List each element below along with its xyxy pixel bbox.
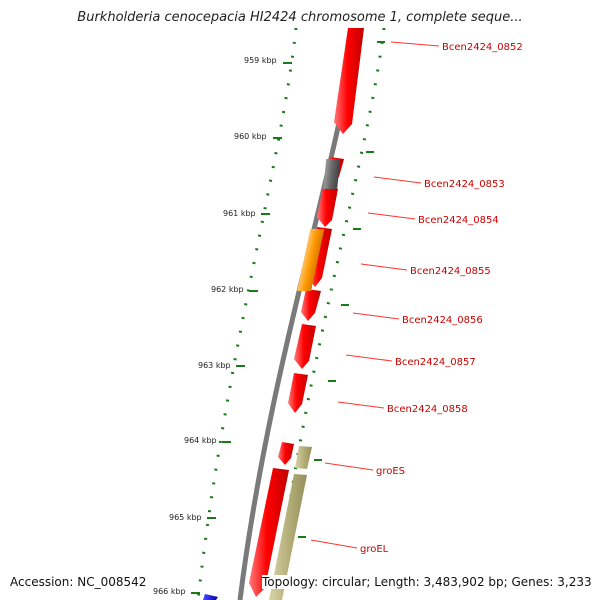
tick-label: 963 kbp <box>198 361 231 370</box>
gene-groel[interactable] <box>269 474 307 600</box>
label-leader <box>337 401 385 409</box>
gene-bcen2424-0855[interactable] <box>297 229 325 291</box>
gene-label[interactable]: Bcen2424_0856 <box>402 315 483 326</box>
accession-text: Accession: NC_008542 <box>10 575 147 589</box>
label-leader <box>352 312 400 320</box>
tick-label: 962 kbp <box>211 285 244 294</box>
tick-label: 966 kbp <box>153 587 186 596</box>
genome-summary-text: Topology: circular; Length: 3,483,902 bp… <box>262 575 592 589</box>
gene-red-feature[interactable] <box>278 442 294 465</box>
gene-groes[interactable] <box>295 446 312 469</box>
gene-label[interactable]: groES <box>376 466 405 477</box>
gene-label[interactable]: Bcen2424_0854 <box>418 215 499 226</box>
gene-label[interactable]: Bcen2424_0853 <box>424 179 505 190</box>
gene-red-feature[interactable] <box>288 373 308 413</box>
tick-label: 964 kbp <box>184 436 217 445</box>
tick-label: 961 kbp <box>223 209 256 218</box>
gene-label[interactable]: groEL <box>360 544 389 555</box>
gene-bcen2424-0853[interactable] <box>323 159 341 189</box>
gene-bcen2424-0852[interactable] <box>334 28 364 134</box>
tick-label: 965 kbp <box>169 513 202 522</box>
label-leader <box>373 176 422 184</box>
gene-red-feature[interactable] <box>249 468 289 597</box>
label-leader <box>367 212 416 220</box>
label-leader <box>390 41 440 47</box>
tick-label: 960 kbp <box>234 132 267 141</box>
label-leader <box>345 354 393 362</box>
label-leader <box>310 539 358 549</box>
inner-ruler <box>196 27 298 600</box>
gene-red-feature[interactable] <box>294 324 316 369</box>
gene-label[interactable]: Bcen2424_0858 <box>387 404 468 415</box>
gene-label[interactable]: Bcen2424_0852 <box>442 42 523 53</box>
label-leader <box>324 462 374 471</box>
tick-label: 959 kbp <box>244 56 277 65</box>
gene-red-feature[interactable] <box>301 289 321 321</box>
label-leader <box>360 263 408 271</box>
map-title: Burkholderia cenocepacia HI2424 chromoso… <box>77 10 523 25</box>
gene-red-feature[interactable] <box>317 187 338 227</box>
gene-label[interactable]: Bcen2424_0855 <box>410 266 491 277</box>
gene-blue-feature[interactable] <box>203 594 218 600</box>
gene-label[interactable]: Bcen2424_0857 <box>395 357 476 368</box>
